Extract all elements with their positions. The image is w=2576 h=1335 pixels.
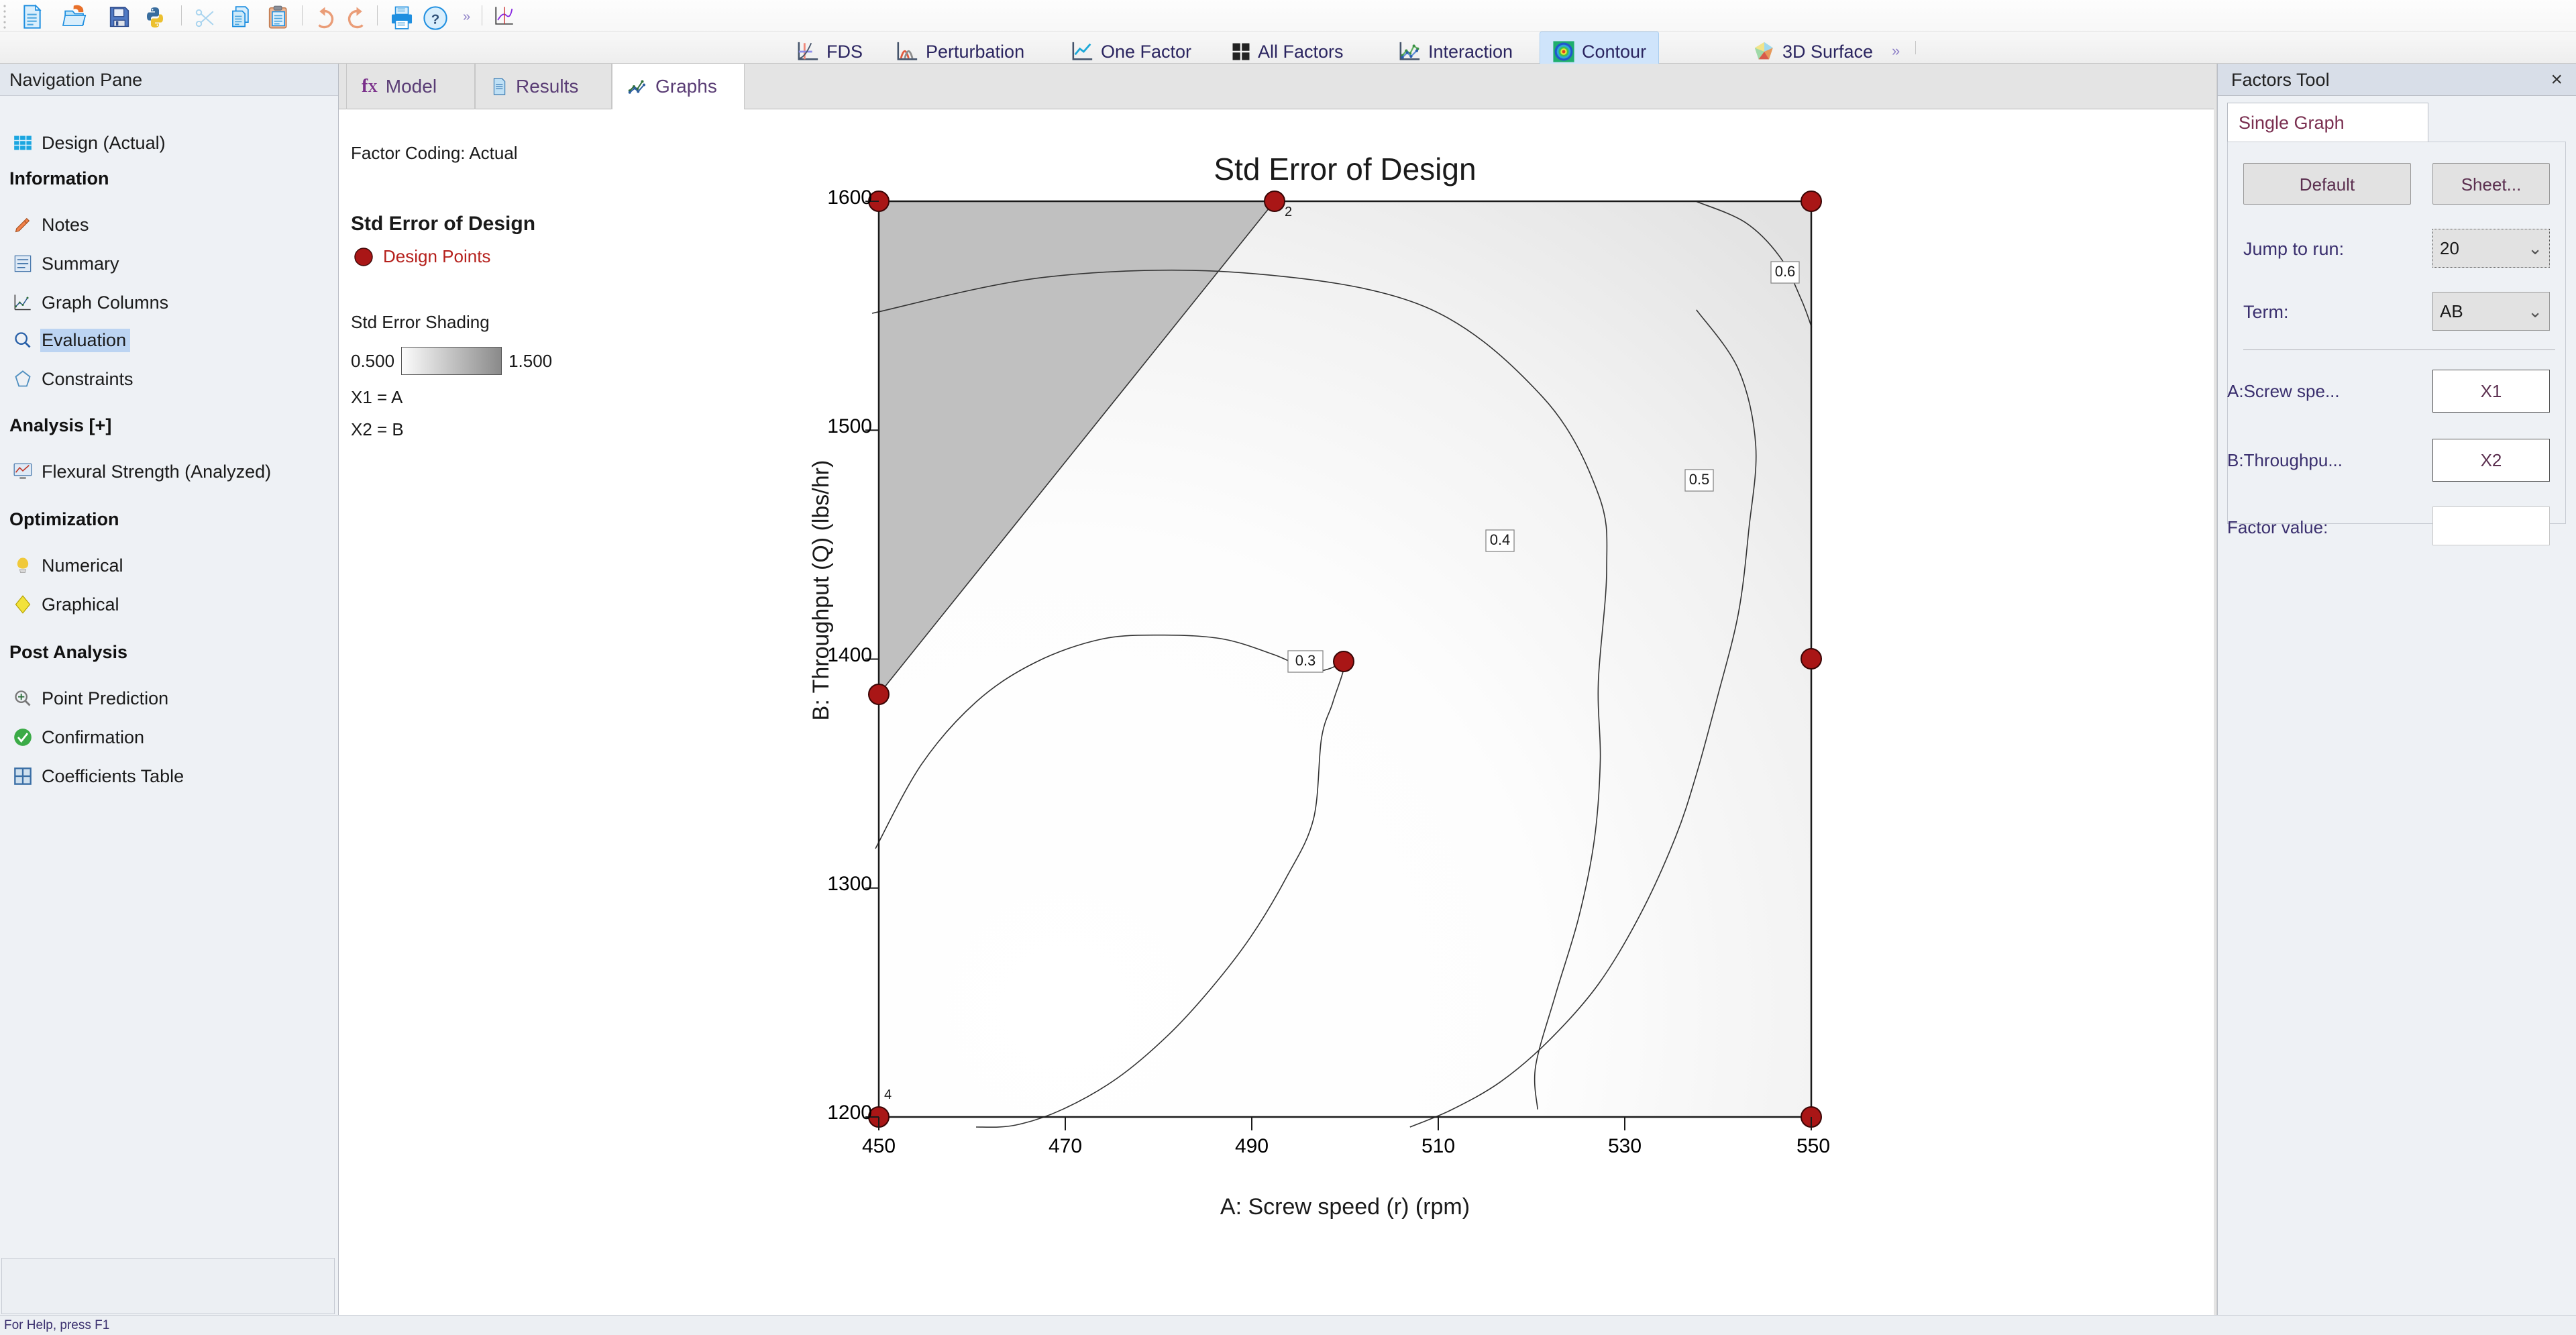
svg-text:2: 2 <box>1285 205 1292 219</box>
svg-text:0.3: 0.3 <box>1295 652 1316 669</box>
svg-text:0.4: 0.4 <box>1490 531 1511 548</box>
svg-text:4: 4 <box>884 1087 892 1102</box>
svg-text:?: ? <box>431 12 440 28</box>
svg-text:0.5: 0.5 <box>1689 471 1710 488</box>
svg-text:0.6: 0.6 <box>1775 263 1796 280</box>
